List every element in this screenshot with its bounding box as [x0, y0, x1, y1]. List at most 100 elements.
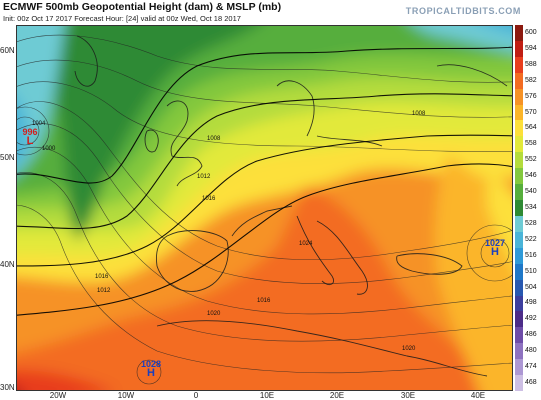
colorbar-swatch [515, 40, 523, 58]
colorbar-label: 480 [525, 347, 537, 355]
coast-balkans [316, 220, 368, 295]
shade-528-ne [486, 26, 512, 34]
colorbar-swatch [515, 279, 523, 296]
isobar-label: 1008 [207, 136, 221, 142]
colorbar-label: 570 [525, 108, 537, 116]
high-pressure-center-e: 1027 H [479, 238, 511, 258]
high-pressure-value: 1027 [484, 238, 506, 248]
colorbar-label: 468 [525, 379, 537, 387]
isobar-label: 1012 [197, 174, 211, 180]
colorbar-label: 516 [525, 251, 537, 259]
coast-ireland [144, 129, 159, 153]
colorbar-label: 588 [525, 60, 537, 68]
colorbar-swatch [515, 327, 523, 344]
colorbar-label: 498 [525, 299, 537, 307]
colorbar-label: 558 [525, 140, 537, 148]
colorbar-swatch [515, 263, 523, 281]
map-panel: 996 L 1027 H 1028 H 1008 1012 1016 1016 1020… [16, 25, 513, 391]
lon-label: 0 [193, 391, 199, 400]
isobar-label: 1004 [32, 121, 46, 127]
shade-540-trough [55, 26, 257, 241]
colorbar-label: 504 [525, 283, 537, 291]
colorbar-label: 510 [525, 267, 537, 275]
colorbar-swatch [515, 311, 523, 328]
colorbar-swatch [515, 88, 523, 106]
isobar-label: 1000 [42, 146, 56, 152]
map-title: ECMWF 500mb Geopotential Height (dam) & … [3, 1, 282, 13]
high-pressure-center-sw: 1028 H [135, 359, 167, 379]
lon-label: 40E [470, 391, 486, 400]
coast-black-sea [396, 253, 463, 275]
lat-label: 40N [0, 260, 15, 269]
isobar-label: 1012 [97, 288, 111, 294]
shade-528-low [17, 99, 28, 166]
isobar-label: 1016 [95, 274, 109, 280]
lon-label: 20W [49, 391, 67, 400]
brand-watermark: TROPICALTIDBITS.COM [405, 6, 521, 16]
isobars [17, 34, 512, 385]
colorbar-swatch [515, 231, 523, 249]
isobar-label: 1020 [402, 346, 416, 352]
colorbar-label: 576 [525, 92, 537, 100]
colorbar-label: 594 [525, 44, 537, 52]
colorbar-label: 474 [525, 363, 537, 371]
colorbar-swatch [515, 343, 523, 360]
isobar-label: 1008 [412, 111, 426, 117]
coast-iberia [156, 230, 229, 292]
isobar-label: 1024 [299, 241, 313, 247]
colorbar-label: 540 [525, 188, 537, 196]
colorbar-label: 522 [525, 235, 537, 243]
isobar-label: 1020 [207, 311, 221, 317]
colorbar-swatch [515, 25, 523, 42]
colorbar-swatch [515, 359, 523, 376]
high-pressure-value: 1028 [140, 359, 162, 369]
colorbar-swatch [515, 375, 523, 392]
colorbar-swatch [515, 200, 523, 217]
colorbar-label: 582 [525, 76, 537, 84]
lat-label: 50N [0, 153, 15, 162]
shade-588 [17, 370, 112, 390]
lon-label: 30E [400, 391, 416, 400]
isobar-label: 1016 [257, 298, 271, 304]
colorbar-label: 486 [525, 331, 537, 339]
coast-baltic [316, 135, 383, 147]
coast-iceland [74, 35, 98, 87]
lon-label: 10W [117, 391, 135, 400]
isobar-label: 1016 [202, 196, 216, 202]
colorbar-swatch [515, 72, 523, 90]
colorbar-label: 546 [525, 172, 537, 180]
colorbar-swatch [515, 295, 523, 312]
colorbar-swatch [515, 152, 523, 169]
lat-label: 60N [0, 46, 15, 55]
colorbar-label: 534 [525, 204, 537, 211]
height-field-map [17, 26, 512, 390]
lon-label: 10E [259, 391, 275, 400]
coast-italy [296, 215, 334, 286]
colorbar-swatch [515, 215, 523, 233]
colorbar-label: 492 [525, 315, 537, 323]
colorbar-swatch [515, 136, 523, 153]
colorbar-label: 552 [525, 156, 537, 164]
colorbar-swatch [515, 104, 523, 121]
colorbar-label: 600 [525, 28, 537, 36]
low-pressure-value: 996 [22, 127, 38, 137]
low-pressure-letter: L [26, 135, 34, 147]
lon-label: 20E [329, 391, 345, 400]
height-contours [17, 46, 512, 316]
colorbar-swatch [515, 168, 523, 185]
colorbar-swatch [515, 247, 523, 265]
high-pressure-letter: H [147, 367, 155, 379]
coast-france [231, 205, 293, 237]
shade-594 [17, 386, 21, 390]
colorbar-label: 528 [525, 219, 537, 227]
shade-534-ne [415, 26, 512, 53]
colorbar-swatch [515, 184, 523, 201]
shade-570-east [487, 166, 512, 264]
low-pressure-center-w: 996 L [18, 127, 42, 147]
colorbar-swatch [515, 120, 523, 137]
colorbar-label: 564 [525, 124, 537, 132]
coast-britain [166, 100, 203, 187]
high-pressure-letter: H [491, 246, 499, 258]
map-subtitle: Init: 00z Oct 17 2017 Forecast Hour: [24… [3, 14, 241, 23]
